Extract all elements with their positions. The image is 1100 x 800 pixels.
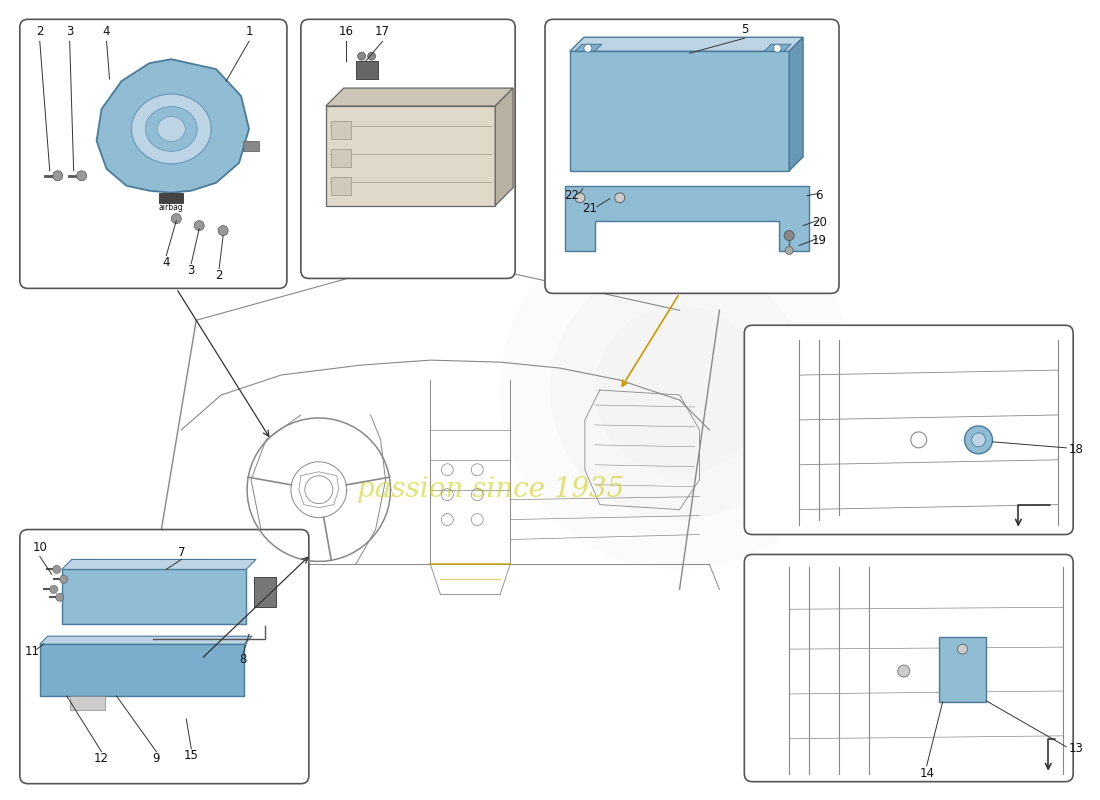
- Bar: [254, 578, 276, 607]
- Bar: [331, 177, 351, 194]
- Circle shape: [965, 426, 992, 454]
- Circle shape: [575, 193, 585, 202]
- Polygon shape: [62, 559, 256, 570]
- Text: 7: 7: [177, 546, 185, 559]
- Bar: [355, 61, 377, 79]
- Circle shape: [53, 566, 60, 574]
- Bar: [938, 637, 987, 702]
- Text: airbag: airbag: [158, 203, 184, 212]
- Text: 19: 19: [812, 234, 826, 247]
- Text: 6: 6: [815, 190, 823, 202]
- Text: 15: 15: [184, 750, 199, 762]
- Text: 20: 20: [812, 216, 826, 229]
- FancyBboxPatch shape: [745, 326, 1074, 534]
- Circle shape: [56, 594, 64, 602]
- Text: 14: 14: [920, 767, 934, 780]
- Text: 1: 1: [245, 25, 253, 38]
- Text: 18: 18: [1068, 443, 1084, 456]
- Circle shape: [615, 193, 625, 202]
- Circle shape: [785, 246, 793, 254]
- Circle shape: [784, 230, 794, 241]
- Ellipse shape: [157, 117, 185, 142]
- Circle shape: [500, 210, 859, 570]
- Circle shape: [773, 44, 781, 52]
- Circle shape: [172, 214, 182, 224]
- Circle shape: [77, 170, 87, 181]
- Bar: [331, 121, 351, 139]
- Text: passion since 1935: passion since 1935: [356, 476, 624, 503]
- Text: 12: 12: [95, 752, 109, 766]
- Polygon shape: [575, 44, 602, 51]
- Polygon shape: [326, 106, 495, 206]
- Text: 4: 4: [163, 256, 170, 269]
- Text: 4: 4: [102, 25, 110, 38]
- Text: 9: 9: [153, 752, 161, 766]
- Circle shape: [195, 221, 205, 230]
- Text: 3: 3: [188, 264, 195, 277]
- Text: 22: 22: [564, 190, 580, 202]
- Text: 13: 13: [1068, 742, 1084, 755]
- Bar: [243, 141, 258, 151]
- Polygon shape: [40, 644, 244, 696]
- Polygon shape: [789, 38, 803, 170]
- Polygon shape: [565, 186, 810, 250]
- Circle shape: [971, 433, 986, 447]
- Circle shape: [218, 226, 228, 235]
- Circle shape: [50, 586, 57, 594]
- FancyBboxPatch shape: [20, 530, 309, 784]
- Polygon shape: [495, 88, 513, 206]
- Circle shape: [367, 52, 375, 60]
- Text: 11: 11: [24, 645, 40, 658]
- FancyBboxPatch shape: [544, 19, 839, 294]
- FancyBboxPatch shape: [301, 19, 515, 278]
- Circle shape: [898, 665, 910, 677]
- Text: 8: 8: [240, 653, 246, 666]
- Polygon shape: [40, 636, 252, 644]
- Circle shape: [584, 44, 592, 52]
- Circle shape: [358, 52, 365, 60]
- Polygon shape: [570, 51, 789, 170]
- Ellipse shape: [145, 106, 197, 151]
- FancyBboxPatch shape: [745, 554, 1074, 782]
- Polygon shape: [570, 38, 803, 51]
- Polygon shape: [326, 88, 513, 106]
- Bar: [160, 193, 184, 202]
- Text: 21: 21: [582, 202, 597, 215]
- Bar: [331, 149, 351, 167]
- Text: 17: 17: [375, 25, 390, 38]
- Polygon shape: [764, 44, 791, 51]
- Text: 2: 2: [216, 269, 223, 282]
- Polygon shape: [62, 570, 246, 624]
- Text: 3: 3: [66, 25, 74, 38]
- Circle shape: [59, 575, 68, 583]
- FancyBboxPatch shape: [20, 19, 287, 288]
- Text: 10: 10: [32, 541, 47, 554]
- Text: 5: 5: [740, 22, 748, 36]
- Text: 16: 16: [338, 25, 353, 38]
- Polygon shape: [97, 59, 249, 193]
- Bar: [69, 696, 104, 710]
- Circle shape: [53, 170, 63, 181]
- Circle shape: [550, 261, 810, 519]
- Text: 2: 2: [36, 25, 44, 38]
- Ellipse shape: [132, 94, 211, 164]
- Circle shape: [958, 644, 968, 654]
